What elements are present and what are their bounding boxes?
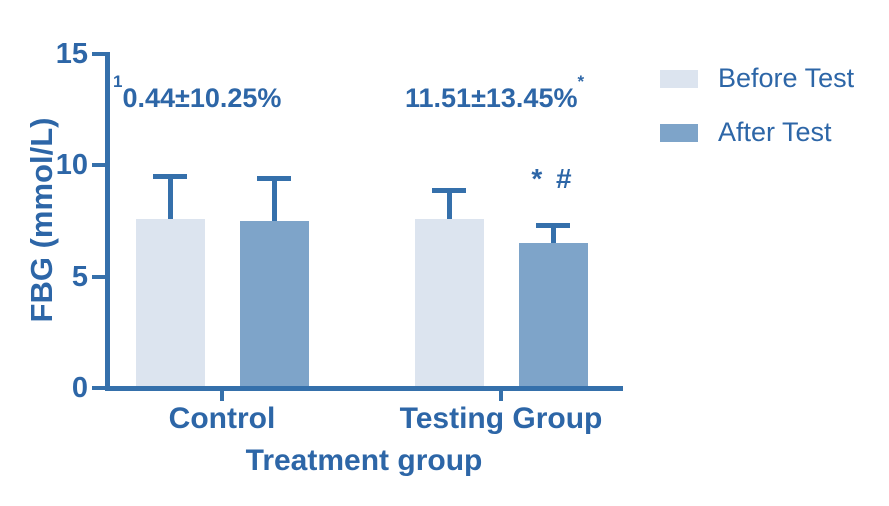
annotation-testing-superscript: * xyxy=(577,72,585,91)
y-tick-label: 0 xyxy=(71,372,88,404)
error-bar-cap xyxy=(257,176,291,182)
x-category-label: Testing Group xyxy=(399,402,603,435)
error-bar-cap xyxy=(153,174,187,180)
y-tick-mark xyxy=(92,163,105,168)
x-axis-line xyxy=(105,386,623,391)
legend-label-after-test: After Test xyxy=(718,117,832,147)
annotation-testing: 11.51±13.45%* xyxy=(405,72,584,114)
y-axis-line xyxy=(105,52,110,391)
error-bar-stem xyxy=(551,223,556,254)
y-tick-label: 10 xyxy=(55,149,88,182)
annotation-control-superscript: 1 xyxy=(113,72,123,91)
y-tick-mark xyxy=(92,274,105,279)
bar-testing-group-before-test xyxy=(414,218,484,388)
annotation-control-text: 0.44±10.25% xyxy=(122,83,282,113)
after-test-swatch xyxy=(660,123,698,142)
y-tick-mark xyxy=(92,52,105,56)
x-axis-title: Treatment group xyxy=(245,444,483,477)
x-tick-mark xyxy=(499,388,503,401)
legend-item-before-test: Before Test xyxy=(660,64,854,93)
x-tick-mark xyxy=(220,388,224,401)
annotation-control: 10.44±10.25% xyxy=(113,72,282,114)
annotation-testing-text: 11.51±13.45% xyxy=(405,83,578,113)
y-tick-label: 5 xyxy=(71,260,88,293)
error-bar-cap xyxy=(432,187,466,193)
legend: Before Test After Test xyxy=(660,64,854,147)
error-bar-stem xyxy=(447,187,452,229)
bar-control-before-test xyxy=(135,218,205,388)
y-tick-label: 15 xyxy=(55,38,88,70)
significance-marks: * # xyxy=(531,163,575,194)
error-bar-cap xyxy=(536,223,570,229)
legend-item-after-test: After Test xyxy=(660,118,854,147)
bar-control-after-test xyxy=(239,221,309,388)
error-bar-stem xyxy=(272,176,277,231)
y-tick-mark xyxy=(92,386,105,390)
legend-label-before-test: Before Test xyxy=(718,63,855,93)
x-category-label: Control xyxy=(168,402,276,435)
before-test-swatch xyxy=(660,69,698,88)
error-bar-stem xyxy=(168,174,173,229)
bar-testing-group-after-test xyxy=(518,243,588,388)
